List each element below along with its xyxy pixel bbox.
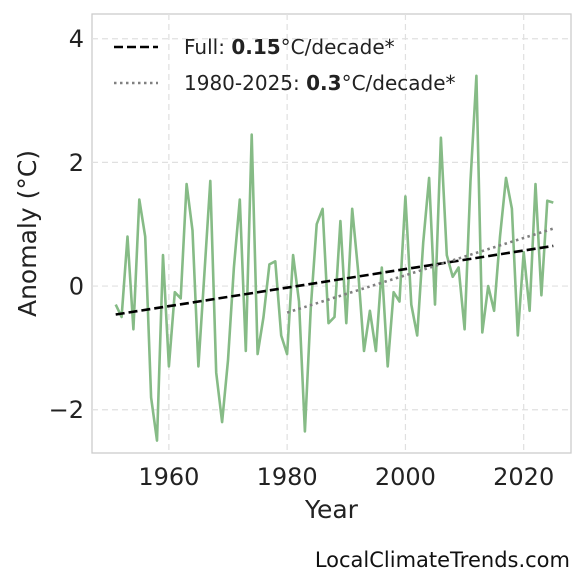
legend-recent-trend: 0.3 [306,71,341,95]
legend-full-trend: 0.15 [231,35,280,59]
site-credit: LocalClimateTrends.com [314,548,570,572]
x-axis-ticks: 1960 1980 2000 2020 [138,463,554,491]
plot-area [91,13,572,454]
x-tick-label: 1980 [257,463,318,491]
series-layer [114,74,554,442]
y-tick-label: 0 [69,273,84,301]
x-tick-label: 2000 [375,463,436,491]
legend-full-unit: °C/decade* [281,35,395,59]
y-tick-label: 4 [69,25,84,53]
anomaly-series-line [114,74,554,442]
legend-recent-unit: °C/decade* [342,71,456,95]
x-tick-label: 1960 [138,463,199,491]
y-axis-label: Anomaly (°C) [13,150,42,317]
y-tick-label: 2 [69,149,84,177]
full-trend-line [115,244,554,316]
legend-full-name: Full [184,35,218,59]
legend-recent-label: 1980-2025: 0.3°C/decade* [184,71,456,95]
grid [92,14,571,453]
x-tick-label: 2020 [493,463,554,491]
y-tick-label: −2 [49,396,84,424]
legend-recent-name: 1980-2025 [184,71,293,95]
legend-full-label: Full: 0.15°C/decade* [184,35,395,59]
y-axis-ticks: −2 0 2 4 [49,25,84,424]
x-axis-label: Year [304,495,359,524]
legend: Full: 0.15°C/decade* 1980-2025: 0.3°C/de… [114,35,456,95]
recent-trend-line [286,227,554,314]
